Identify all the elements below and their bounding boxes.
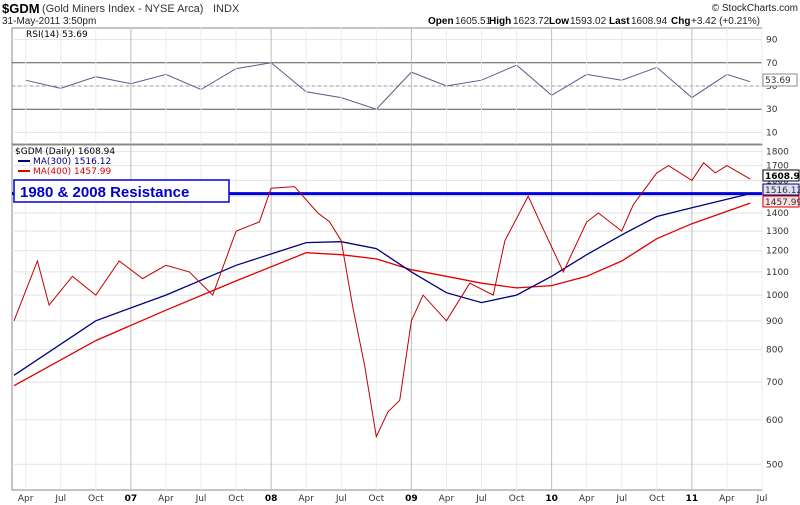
watermark: © StockCharts.com (712, 3, 798, 14)
rsi-tick-label: 10 (766, 128, 778, 138)
low-value: 1593.02 (570, 16, 607, 27)
rsi-line (25, 62, 751, 110)
x-tick-label: Apr (579, 494, 595, 504)
x-tick-label: Oct (88, 494, 104, 504)
x-tick-label: Apr (719, 494, 735, 504)
low-label: Low (549, 16, 569, 27)
open-label: Open (428, 16, 454, 27)
x-tick-label: Jul (615, 494, 627, 504)
price-tick-label: 1800 (766, 148, 789, 158)
x-tick-label: Jul (756, 494, 768, 504)
high-value: 1623.72 (513, 16, 550, 27)
ma400-value-box (762, 195, 800, 208)
last-value: 1608.94 (631, 16, 668, 27)
resistance-label: 1980 & 2008 Resistance (20, 184, 189, 201)
rsi-ticks: 90 70 50 30 10 (766, 36, 778, 139)
rsi-current-label: 53.69 (765, 76, 791, 86)
ma300-legend: MA(300) 1516.12 (33, 157, 111, 167)
ma400-value-label: 1457.99 (765, 198, 800, 208)
chg-label: Chg (671, 16, 690, 27)
price-tick-label: 500 (766, 460, 783, 470)
rsi-tick-label: 70 (766, 59, 778, 69)
high-label: High (489, 16, 511, 27)
x-tick-label: Apr (158, 494, 174, 504)
x-tick-label: 09 (405, 494, 418, 504)
price-tick-label: 800 (766, 346, 783, 356)
x-tick-label: Oct (509, 494, 525, 504)
price-tick-label: 1100 (766, 268, 789, 278)
chart-exchange: INDX (213, 3, 240, 15)
ma300-value-label: 1516.12 (765, 186, 800, 196)
x-tick-label: 07 (125, 494, 138, 504)
x-tick-label: Jul (335, 494, 347, 504)
chart-name: (Gold Miners Index - NYSE Arca) (42, 3, 203, 15)
ma300-value-box (762, 183, 800, 196)
x-tick-label: Apr (18, 494, 34, 504)
price-tick-label: 1200 (766, 247, 789, 257)
x-tick-label: Jul (195, 494, 207, 504)
price-legend: $GDM (Daily) 1608.94 (15, 147, 115, 157)
price-line (13, 162, 751, 439)
price-tick-label: 700 (766, 378, 783, 388)
price-tick-label: 1300 (766, 227, 789, 237)
price-tick-label: 900 (766, 317, 783, 327)
ma400-line (13, 202, 751, 387)
last-label: Last (609, 16, 630, 27)
resistance-label-box (13, 179, 230, 203)
x-tick-label: Jul (475, 494, 487, 504)
price-tick-label: 600 (766, 416, 783, 426)
open-value: 1605.51 (455, 16, 492, 27)
price-tick-label: 1400 (766, 209, 789, 219)
x-tick-label: 11 (686, 494, 699, 504)
last-price-label: 1608.94 (765, 172, 800, 182)
x-tick-label: Oct (228, 494, 244, 504)
x-tick-label: Apr (298, 494, 314, 504)
last-price-box (762, 169, 800, 182)
rsi-grid (12, 39, 762, 133)
x-tick-label: 08 (265, 494, 278, 504)
x-tick-label: Oct (369, 494, 385, 504)
chart-symbol: $GDM (2, 1, 40, 16)
rsi-tick-label: 90 (766, 36, 778, 46)
rsi-tick-label: 30 (766, 105, 778, 115)
ma300-line (13, 192, 751, 376)
chart-date: 31-May-2011 3:50pm (2, 16, 96, 27)
rsi-current-box (762, 73, 798, 87)
price-tick-label: 1000 (766, 291, 789, 301)
rsi-legend: RSI(14) 53.69 (26, 30, 88, 40)
x-tick-label: 10 (545, 494, 558, 504)
x-tick-label: Jul (54, 494, 66, 504)
chg-value: +3.42 (+0.21%) (691, 16, 760, 27)
price-tick-label: 1700 (766, 162, 789, 172)
ma400-legend: MA(400) 1457.99 (33, 167, 111, 177)
x-tick-label: Oct (649, 494, 665, 504)
rsi-tick-label: 50 (766, 82, 778, 92)
x-tick-label: Apr (439, 494, 455, 504)
